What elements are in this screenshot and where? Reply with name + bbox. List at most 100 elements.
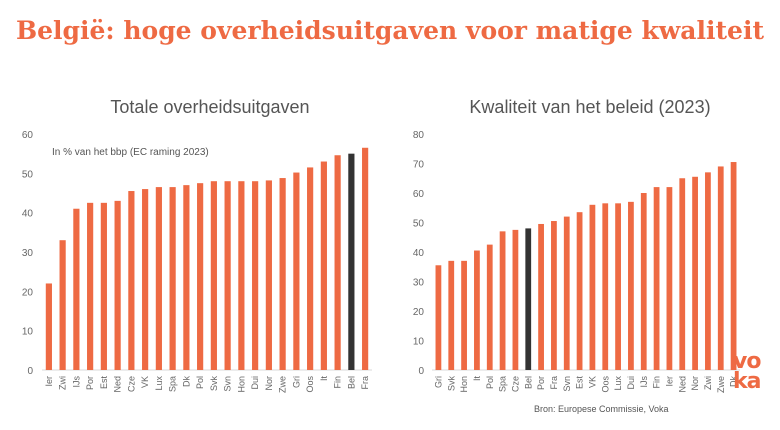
quality-bar-dui [628, 201, 634, 370]
quality-x-tick-label: Nor [690, 376, 700, 391]
quality-y-tick-label: 80 [413, 130, 425, 141]
spending-bar-est [100, 202, 107, 370]
quality-bar-oos [602, 203, 609, 370]
spending-bar-spa [169, 187, 176, 370]
quality-bar-dk [730, 162, 737, 370]
spending-x-tick-label: Oos [305, 376, 315, 393]
spending-bar-ijs [73, 208, 80, 370]
quality-bar-nor [692, 176, 698, 370]
spending-bar-fin [334, 155, 341, 370]
spending-x-tick-label: Dk [181, 376, 191, 387]
quality-y-tick-label: 40 [413, 248, 425, 259]
quality-bar-svn [563, 216, 570, 370]
spending-x-tick-label: Svk [209, 376, 219, 392]
spending-bar-fra [362, 147, 369, 370]
spending-y-tick-label: 10 [22, 327, 34, 338]
spending-bar-svn [224, 181, 231, 370]
spending-x-tick-label: Zwi [58, 376, 68, 390]
spending-x-tick-label: Zwe [278, 376, 288, 393]
quality-bar-fra [551, 221, 557, 370]
spending-x-tick-label: Ier [44, 376, 54, 387]
quality-bar-fin [653, 187, 660, 370]
spending-bar-nor [265, 180, 272, 370]
quality-y-tick-label: 60 [413, 189, 425, 200]
page-title: België: hoge overheidsuitgaven voor mati… [16, 16, 764, 45]
spending-x-tick-label: Svn [223, 376, 233, 392]
quality-x-tick-label: Svn [562, 376, 572, 392]
quality-bar-est [576, 212, 583, 370]
spending-y-tick-label: 0 [27, 366, 33, 377]
quality-x-tick-label: Svk [446, 376, 456, 392]
spending-x-tick-label: VK [140, 376, 150, 388]
quality-x-tick-label: Bel [523, 376, 533, 389]
spending-bar-oos [307, 167, 314, 370]
quality-bar-gri [435, 265, 442, 370]
quality-x-tick-label: Fin [652, 376, 662, 389]
quality-bar-ijs [640, 193, 647, 370]
spending-bar-zwe [279, 178, 286, 370]
quality-bar-spa [499, 231, 506, 370]
spending-x-tick-label: Cze [126, 376, 136, 392]
quality-y-tick-label: 0 [418, 366, 424, 377]
quality-y-tick-label: 70 [413, 160, 425, 171]
spending-x-tick-label: Bel [346, 376, 356, 389]
spending-x-tick-label: Ned [113, 376, 123, 393]
quality-bar-por [538, 223, 544, 370]
quality-bar-bel [525, 228, 532, 370]
quality-y-tick-label: 50 [413, 219, 425, 230]
quality-x-tick-label: IJs [639, 376, 649, 388]
spending-bar-gri [293, 172, 300, 370]
quality-bar-zwe [717, 166, 724, 370]
quality-x-tick-label: Dk [729, 376, 739, 387]
quality-bar-pol [486, 244, 493, 370]
quality-bar-ned [679, 178, 686, 370]
quality-x-tick-label: Zwe [716, 376, 726, 393]
quality-x-tick-label: Est [575, 376, 585, 390]
quality-x-tick-label: Por [536, 376, 546, 390]
quality-bar-it [474, 250, 480, 370]
quality-y-tick-label: 30 [413, 278, 425, 289]
spending-x-tick-label: Pol [195, 376, 205, 389]
spending-x-tick-label: Spa [168, 376, 178, 392]
spending-bar-it [320, 161, 327, 370]
chart-subtitle-spending: In % van het bbp (EC raming 2023) [52, 147, 209, 158]
spending-bar-dk [183, 185, 190, 370]
quality-x-tick-label: Pol [485, 376, 495, 389]
spending-y-tick-label: 60 [22, 130, 34, 141]
quality-bar-cze [512, 229, 519, 370]
spending-bar-vk [142, 189, 149, 370]
spending-y-tick-label: 30 [22, 248, 34, 259]
spending-bar-zwi [59, 240, 66, 370]
spending-bar-ier [45, 283, 52, 370]
quality-bar-ier [666, 187, 673, 370]
spending-x-tick-label: Est [99, 376, 109, 390]
spending-bar-lux [155, 187, 162, 370]
spending-x-tick-label: Gri [291, 376, 301, 388]
quality-x-tick-label: It [472, 376, 482, 382]
quality-x-tick-label: Cze [510, 376, 520, 392]
spending-bar-ned [114, 200, 121, 370]
spending-y-tick-label: 40 [22, 209, 34, 220]
spending-x-tick-label: Por [85, 376, 95, 390]
chart-title-spending: Totale overheidsuitgaven [110, 97, 310, 117]
quality-bar-svk [448, 260, 455, 370]
spending-x-tick-label: Hon [236, 376, 246, 393]
quality-x-tick-label: Ier [664, 376, 674, 387]
spending-y-tick-label: 50 [22, 169, 34, 180]
quality-x-tick-label: Oos [600, 376, 610, 393]
spending-bar-hon [238, 181, 245, 370]
spending-bar-pol [197, 183, 204, 370]
spending-x-tick-label: Lux [154, 376, 164, 391]
quality-x-tick-label: Lux [613, 376, 623, 391]
quality-bar-hon [461, 260, 467, 370]
quality-bar-vk [589, 204, 596, 370]
quality-x-tick-label: VK [587, 376, 597, 388]
spending-x-tick-label: Dui [250, 376, 260, 390]
spending-bar-cze [128, 191, 135, 370]
spending-bar-svk [210, 181, 217, 370]
spending-bar-por [87, 202, 94, 370]
spending-bar-bel [348, 153, 355, 370]
quality-bar-lux [615, 203, 621, 370]
quality-x-tick-label: Fra [549, 376, 559, 390]
